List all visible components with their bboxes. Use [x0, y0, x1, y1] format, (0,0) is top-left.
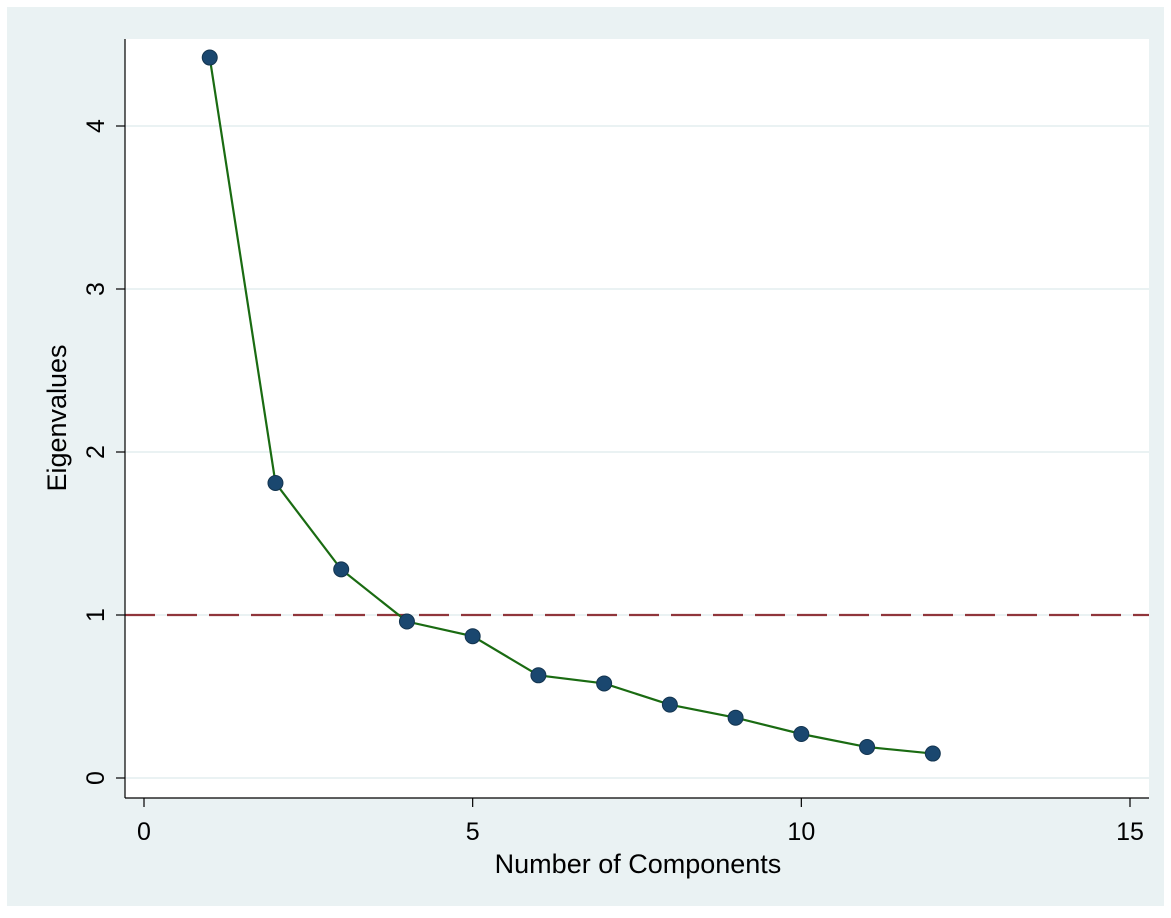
data-point-2: [267, 474, 284, 491]
eigenvalue-line: [208, 57, 933, 755]
x-tick-label-5: 5: [466, 818, 480, 846]
data-point-6: [530, 667, 547, 684]
data-point-7: [596, 675, 613, 692]
data-point-12: [924, 745, 941, 762]
data-point-11: [859, 739, 876, 756]
y-tick-label-1: 1: [82, 608, 110, 622]
data-point-10: [793, 725, 810, 742]
data-point-5: [464, 628, 481, 645]
data-point-8: [661, 696, 678, 713]
y-tick-label-3: 3: [82, 282, 110, 296]
data-point-4: [398, 613, 415, 630]
y-axis-label: Eigenvalues: [42, 344, 72, 491]
data-point-1: [201, 49, 218, 66]
x-tick-label-10: 10: [787, 818, 815, 846]
x-tick-label-0: 0: [137, 818, 151, 846]
data-point-3: [333, 561, 350, 578]
data-point-9: [727, 709, 744, 726]
x-axis-ticks: 0 5 10 15: [137, 798, 1144, 846]
y-tick-label-4: 4: [82, 119, 110, 133]
x-tick-label-15: 15: [1116, 818, 1144, 846]
y-tick-label-2: 2: [82, 445, 110, 459]
x-axis-label: Number of Components: [495, 849, 782, 879]
y-axis-ticks: 0 1 2 3 4: [82, 119, 125, 785]
data-points: [201, 49, 941, 762]
plot-area: [125, 39, 1149, 798]
y-tick-label-0: 0: [82, 771, 110, 785]
